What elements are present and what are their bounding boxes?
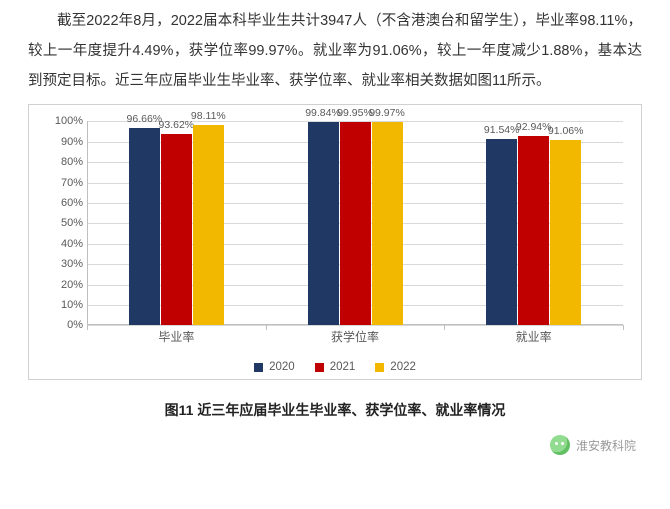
- body-paragraph: 截至2022年8月，2022届本科毕业生共计3947人（不含港澳台和留学生），毕…: [0, 0, 670, 96]
- bar-value-label: 93.62%: [159, 119, 195, 134]
- y-tick-label: 0%: [49, 319, 83, 331]
- plot-area: 0%10%20%30%40%50%60%70%80%90%100% 96.66%…: [87, 121, 623, 325]
- category-label: 获学位率: [266, 322, 445, 345]
- chart-container: 0% 10% 20% 30% 40% 50% 60% 70% 80% 90% 100% 96.66%…: [28, 104, 642, 380]
- bar-group: 91.54%92.94%91.06%: [444, 121, 623, 325]
- y-tick-label: 10%: [49, 299, 83, 311]
- legend-item: 2020: [254, 361, 295, 373]
- bar-value-label: 92.94%: [516, 121, 552, 136]
- bar: 99.95%: [340, 122, 371, 326]
- bar: 92.94%: [518, 136, 549, 326]
- bar-groups: 96.66%93.62%98.11%99.84%99.95%99.97%91.5…: [87, 121, 623, 325]
- legend-item: 2021: [315, 361, 356, 373]
- legend-swatch: [375, 363, 384, 372]
- bar: 96.66%: [129, 128, 160, 325]
- y-tick-label: 50%: [49, 217, 83, 229]
- bar-value-label: 91.54%: [484, 124, 520, 139]
- bar: 91.06%: [550, 140, 581, 326]
- y-tick-label: 60%: [49, 197, 83, 209]
- source-label: 淮安教科院: [576, 437, 636, 454]
- y-tick-label: 90%: [49, 136, 83, 148]
- legend: 2020 2021 2022: [29, 361, 641, 373]
- bar-value-label: 99.95%: [337, 107, 373, 122]
- bar: 99.84%: [308, 122, 339, 326]
- bar-group: 96.66%93.62%98.11%: [87, 121, 266, 325]
- y-tick-label: 40%: [49, 238, 83, 250]
- y-tick-label: 70%: [49, 177, 83, 189]
- figure-caption: 图11 近三年应届毕业生毕业率、获学位率、就业率情况: [0, 400, 670, 420]
- bar: 99.97%: [372, 122, 403, 326]
- legend-label: 2022: [390, 361, 416, 373]
- y-tick-label: 80%: [49, 156, 83, 168]
- bar: 91.54%: [486, 139, 517, 326]
- bar-value-label: 99.84%: [305, 107, 341, 122]
- legend-swatch: [254, 363, 263, 372]
- bar-value-label: 98.11%: [191, 110, 226, 125]
- category-label: 毕业率: [87, 322, 266, 345]
- legend-item: 2022: [375, 361, 416, 373]
- source-stamp: 淮安教科院: [550, 435, 636, 455]
- bar-value-label: 96.66%: [127, 113, 163, 128]
- legend-swatch: [315, 363, 324, 372]
- wechat-icon: [550, 435, 570, 455]
- y-tick-label: 100%: [49, 115, 83, 127]
- y-tick-label: 20%: [49, 279, 83, 291]
- y-tick-label: 30%: [49, 258, 83, 270]
- bar: 98.11%: [193, 125, 224, 325]
- legend-label: 2021: [330, 361, 356, 373]
- bar: 93.62%: [161, 134, 192, 325]
- legend-label: 2020: [269, 361, 295, 373]
- category-labels: 毕业率获学位率就业率: [87, 322, 623, 345]
- category-label: 就业率: [444, 322, 623, 345]
- bar-value-label: 99.97%: [369, 107, 405, 122]
- bar-group: 99.84%99.95%99.97%: [266, 121, 445, 325]
- bar-value-label: 91.06%: [548, 125, 584, 140]
- x-tick: [623, 325, 624, 330]
